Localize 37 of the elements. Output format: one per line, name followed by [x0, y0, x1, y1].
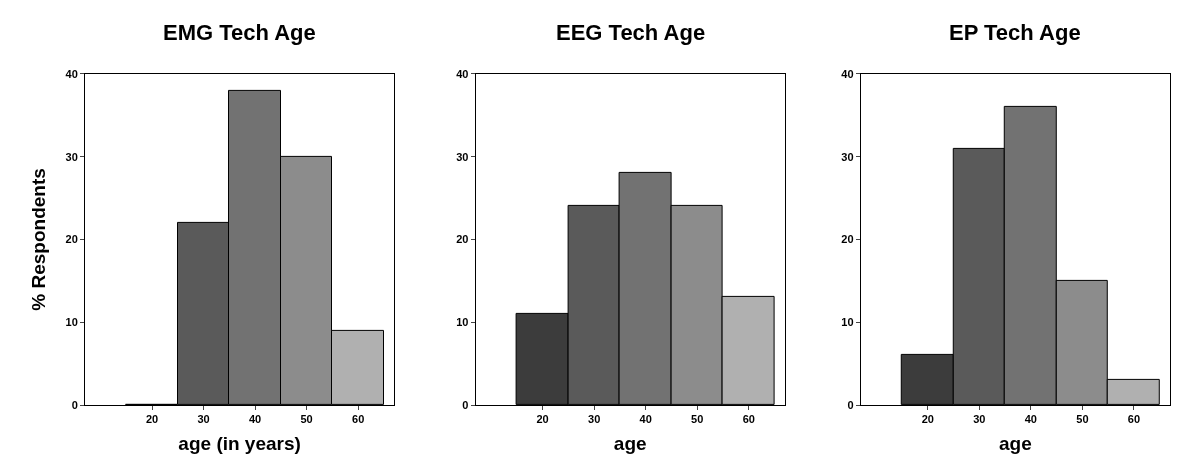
x-axis-title: age: [999, 433, 1032, 454]
x-tick-label: 30: [197, 413, 210, 426]
y-tick-label: 30: [456, 150, 469, 163]
chart-title: EMG Tech Age: [163, 20, 316, 45]
y-tick-label: 10: [65, 316, 78, 329]
y-tick-label: 0: [462, 398, 469, 411]
x-tick-label: 20: [145, 413, 159, 426]
y-axis-title: % Respondents: [28, 168, 50, 311]
y-tick-label: 40: [456, 67, 469, 80]
x-tick-label: 30: [588, 413, 601, 426]
x-tick-label: 50: [1076, 413, 1089, 426]
x-tick-label: 50: [691, 413, 704, 426]
x-tick-label: 40: [1024, 413, 1037, 426]
chart-title: EP Tech Age: [949, 20, 1081, 45]
x-tick-label: 20: [536, 413, 549, 426]
y-tick-label: 30: [65, 150, 78, 163]
y-tick-label: 10: [456, 316, 469, 329]
y-tick-label: 40: [841, 67, 854, 80]
y-tick-label: 40: [65, 67, 78, 80]
y-tick-label: 30: [841, 150, 854, 163]
x-tick-label: 40: [639, 413, 652, 426]
x-tick-label: 30: [973, 413, 986, 426]
x-tick-label: 60: [742, 413, 755, 426]
y-tick-label: 20: [841, 233, 854, 246]
x-tick-label: 50: [300, 413, 313, 426]
x-tick-label: 60: [352, 413, 365, 426]
y-tick-label: 20: [65, 233, 78, 246]
x-tick-label: 40: [248, 413, 262, 426]
x-axis-title: age: [613, 433, 647, 454]
x-tick-label: 60: [1127, 413, 1141, 426]
y-tick-label: 0: [847, 398, 854, 411]
x-tick-label: 20: [921, 413, 934, 426]
x-axis-title: age (in years): [178, 433, 301, 454]
y-tick-label: 0: [71, 398, 78, 411]
y-tick-label: 20: [456, 233, 469, 246]
y-tick-label: 10: [841, 316, 854, 329]
chart-title: EEG Tech Age: [556, 20, 706, 45]
